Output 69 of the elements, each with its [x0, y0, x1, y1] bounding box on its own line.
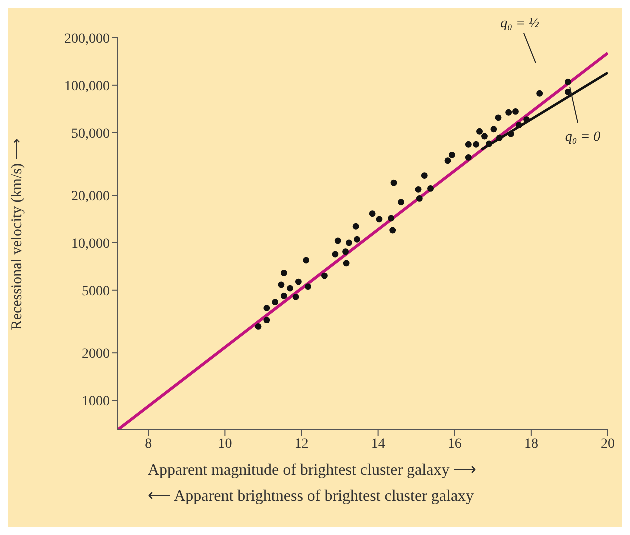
text: ⟵ Apparent brightness of brightest cluster galaxy: [148, 487, 474, 506]
point: [303, 257, 310, 264]
point: [292, 294, 300, 300]
point: [564, 78, 572, 86]
y-tick-label: 5000: [82, 284, 110, 300]
y-axis-title: Recessional velocity (km/s) ⟶: [9, 138, 26, 330]
point: [428, 186, 434, 192]
x-tick-label: 16: [448, 436, 462, 452]
point: [482, 133, 488, 140]
point: [465, 141, 472, 148]
point: [465, 154, 472, 161]
text: q₀ = ½: [500, 16, 540, 32]
series-label: q₀ = 0: [565, 130, 601, 145]
point: [278, 282, 285, 288]
x-tick-label: 12: [294, 436, 309, 452]
x-axis-title: Apparent magnitude of brightest cluster galaxy ⟶: [148, 461, 477, 480]
point: [280, 270, 288, 276]
point: [415, 186, 422, 193]
point: [342, 248, 349, 256]
point: [287, 285, 294, 292]
point: [280, 292, 288, 300]
point: [272, 299, 279, 306]
point: [354, 236, 360, 243]
point: [376, 216, 383, 223]
x-tick-label: 18: [524, 436, 538, 452]
point: [496, 134, 503, 142]
point: [369, 210, 376, 218]
y-tick-label: 1000: [82, 394, 110, 410]
point: [255, 324, 262, 330]
point: [305, 284, 312, 290]
point: [421, 172, 428, 179]
y-tick-label: 100,000: [64, 79, 110, 94]
point: [524, 116, 530, 124]
point: [388, 215, 395, 222]
y-tick-label: 20,000: [72, 190, 110, 205]
point: [343, 260, 350, 267]
point: [332, 251, 339, 258]
x-tick-label: 14: [371, 436, 386, 452]
point: [564, 88, 572, 96]
point: [264, 305, 270, 312]
point: [516, 122, 522, 129]
y-tick-label: 10,000: [72, 236, 110, 252]
point: [473, 141, 480, 148]
y-tick-label: 2000: [82, 347, 110, 362]
x-tick-label: 10: [218, 436, 232, 452]
point: [352, 223, 360, 230]
point: [444, 158, 452, 164]
point: [508, 130, 514, 138]
point: [495, 114, 502, 122]
point: [416, 196, 423, 202]
point: [486, 140, 493, 148]
point: [390, 180, 398, 186]
point: [398, 199, 404, 206]
x-tick-label: 8: [145, 436, 152, 452]
point: [476, 128, 483, 135]
y-tick-label: 50,000: [72, 126, 110, 142]
point: [506, 109, 512, 116]
point: [536, 90, 544, 97]
point: [346, 240, 352, 246]
point: [490, 126, 498, 133]
point: [390, 227, 396, 234]
point: [322, 272, 328, 280]
point: [448, 152, 456, 158]
point: [334, 238, 342, 244]
y-tick-label: 200,000: [64, 32, 110, 47]
x-tick-label: 20: [601, 436, 615, 452]
point: [512, 108, 519, 115]
point: [264, 317, 270, 324]
point: [295, 278, 302, 286]
